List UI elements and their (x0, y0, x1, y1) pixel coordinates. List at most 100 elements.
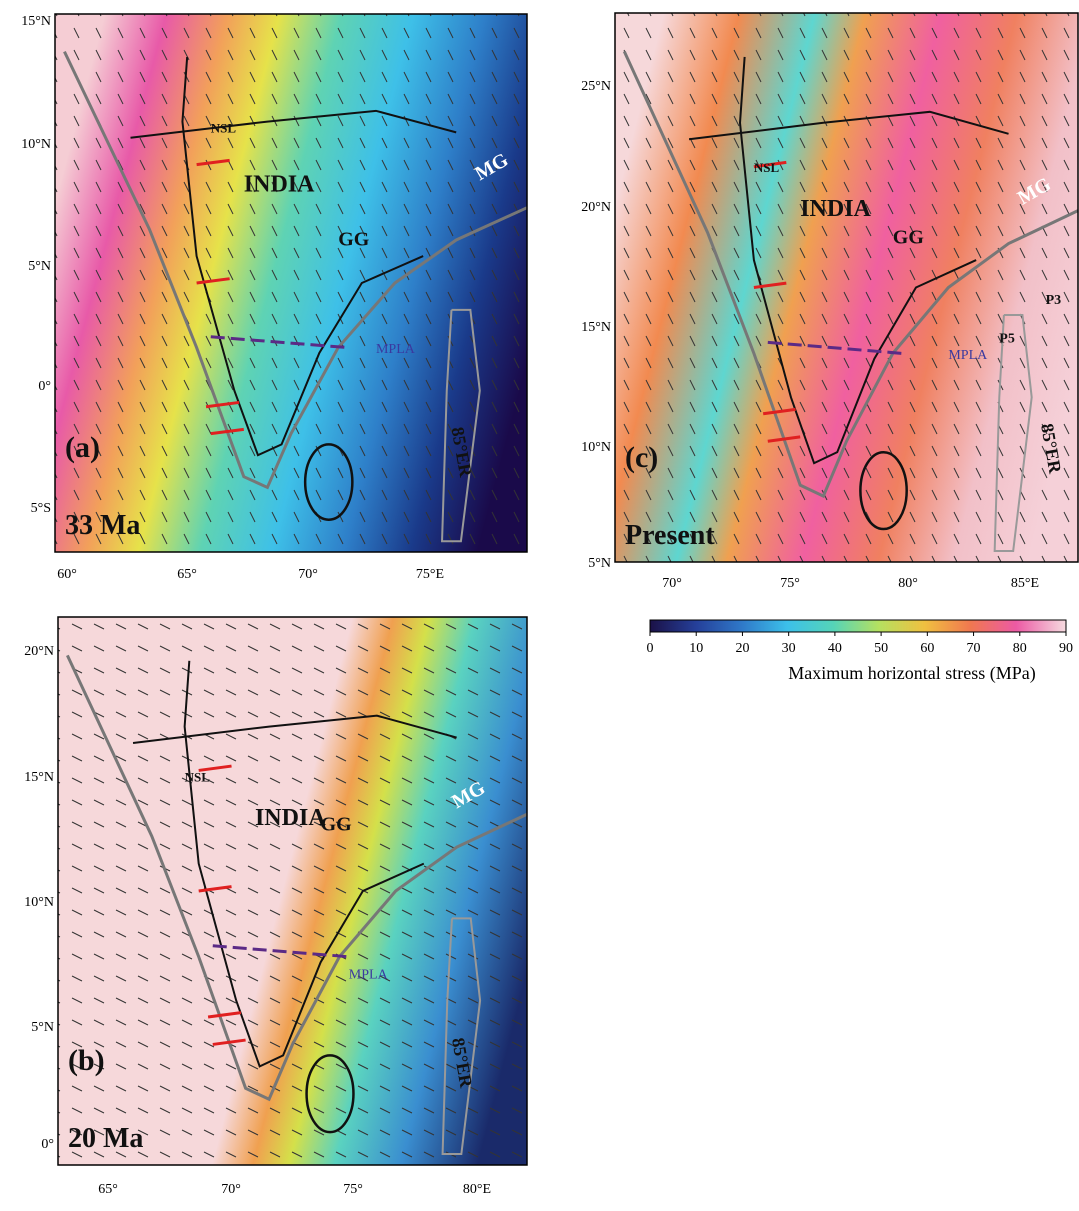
lat-label: 20°N (581, 200, 611, 215)
coastline (66, 654, 528, 1102)
lon-label: 60° (57, 567, 77, 582)
lon-label: 70° (662, 576, 682, 591)
stress-directions (55, 14, 527, 552)
coastline (622, 50, 1079, 499)
red-marker (210, 427, 244, 436)
colorbar-tick-label: 0 (647, 641, 654, 656)
lat-label: 0° (41, 1137, 54, 1152)
fault-nsl (688, 110, 1009, 141)
lon-label: 65° (98, 1182, 118, 1197)
annotation-mpla: MPLA (349, 968, 389, 983)
lon-label: 70° (221, 1182, 241, 1197)
annotation-mpla: MPLA (376, 342, 416, 357)
red-marker (198, 764, 232, 772)
colorbar-tick-label: 90 (1059, 641, 1073, 656)
annotation-nsl: NSL (754, 160, 780, 175)
red-marker (205, 400, 240, 409)
lon-label: 70° (298, 567, 318, 582)
lat-label: 10°N (21, 137, 51, 152)
lat-label: 20°N (24, 644, 54, 659)
lon-label: 75° (343, 1182, 363, 1197)
ridge-outline (441, 917, 482, 1156)
annotation-p5: P5 (999, 331, 1015, 346)
ridge-outline (441, 308, 481, 543)
colorbar: 0 10 20 30 40 50 60 70 80 90 Maximum horizontal st… (647, 619, 1073, 684)
colorbar-label: Maximum horizontal stress (MPa) (788, 663, 1035, 684)
map-panel: INDIANSLMGGGMPLA85°ERP3P5(c)Present25°N2… (581, 12, 1079, 591)
red-marker (212, 1038, 246, 1046)
red-marker (196, 158, 230, 167)
red-marker (762, 407, 796, 416)
sri-lanka (859, 450, 908, 531)
lat-label: 5°N (28, 259, 51, 274)
lat-label: 5°N (588, 556, 611, 571)
stress-directions (58, 617, 527, 1165)
lon-label: 80° (898, 576, 918, 591)
annotation-india: INDIA (800, 196, 871, 222)
stress-directions (615, 13, 1078, 562)
lon-label: 85°E (1011, 576, 1039, 591)
panel-label: (b) (68, 1044, 105, 1077)
annotation-gg: GG (338, 228, 370, 250)
red-marker (767, 435, 801, 443)
map-frame (54, 13, 528, 553)
panel-label: (c) (625, 441, 658, 474)
map-frame (614, 12, 1079, 563)
red-marker (207, 1011, 242, 1019)
india-outline (739, 56, 977, 465)
colorbar-scale (649, 619, 1067, 633)
panel-age: Present (625, 520, 715, 551)
lat-label: 5°S (31, 501, 51, 516)
sri-lanka (305, 1054, 355, 1134)
lat-label: 10°N (24, 895, 54, 910)
colorbar-tick-label: 70 (967, 641, 981, 656)
annotation-gg: GG (893, 227, 925, 249)
annotation-p3: P3 (1046, 293, 1062, 308)
panel-age: 33 Ma (65, 510, 140, 541)
annotation-gg: GG (321, 814, 353, 836)
colorbar-tick-label: 50 (874, 641, 888, 656)
annotation-nsl: NSL (211, 120, 237, 135)
lat-label: 0° (38, 379, 51, 394)
annotation-india: INDIA (244, 172, 315, 198)
lat-label: 15°N (24, 770, 54, 785)
red-marker (196, 277, 230, 285)
red-marker (198, 885, 232, 893)
india-outline (181, 56, 424, 457)
lat-label: 15°N (21, 14, 51, 29)
annotation-mpla: MPLA (948, 348, 988, 363)
ridge-outline (993, 313, 1033, 553)
lat-label: 10°N (581, 440, 611, 455)
red-marker (753, 281, 787, 289)
lon-label: 65° (177, 567, 197, 582)
coastline (63, 51, 528, 490)
fault-nsl (132, 714, 457, 745)
colorbar-tick-label: 20 (735, 641, 749, 656)
lat-label: 25°N (581, 79, 611, 94)
annotation-nsl: NSL (185, 769, 211, 784)
colorbar-tick-label: 40 (828, 641, 842, 656)
red-marker (753, 160, 787, 169)
mpla-line (767, 340, 903, 355)
colorbar-tick-label: 10 (689, 641, 703, 656)
fault-nsl (130, 109, 457, 139)
lon-label: 75°E (416, 567, 444, 582)
map-frame (57, 616, 528, 1166)
mpla-line (212, 944, 349, 959)
india-outline (183, 660, 425, 1068)
colorbar-tick-label: 80 (1013, 641, 1027, 656)
mpla-line (210, 335, 348, 350)
lon-label: 80°E (463, 1182, 491, 1197)
colorbar-tick-label: 30 (782, 641, 796, 656)
panel-age: 20 Ma (68, 1123, 143, 1154)
panel-label: (a) (65, 431, 100, 464)
lon-label: 75° (780, 576, 800, 591)
lat-label: 15°N (581, 320, 611, 335)
annotation-india: INDIA (255, 805, 326, 831)
lat-label: 5°N (31, 1020, 54, 1035)
sri-lanka (303, 443, 354, 521)
colorbar-tick-label: 60 (920, 641, 934, 656)
